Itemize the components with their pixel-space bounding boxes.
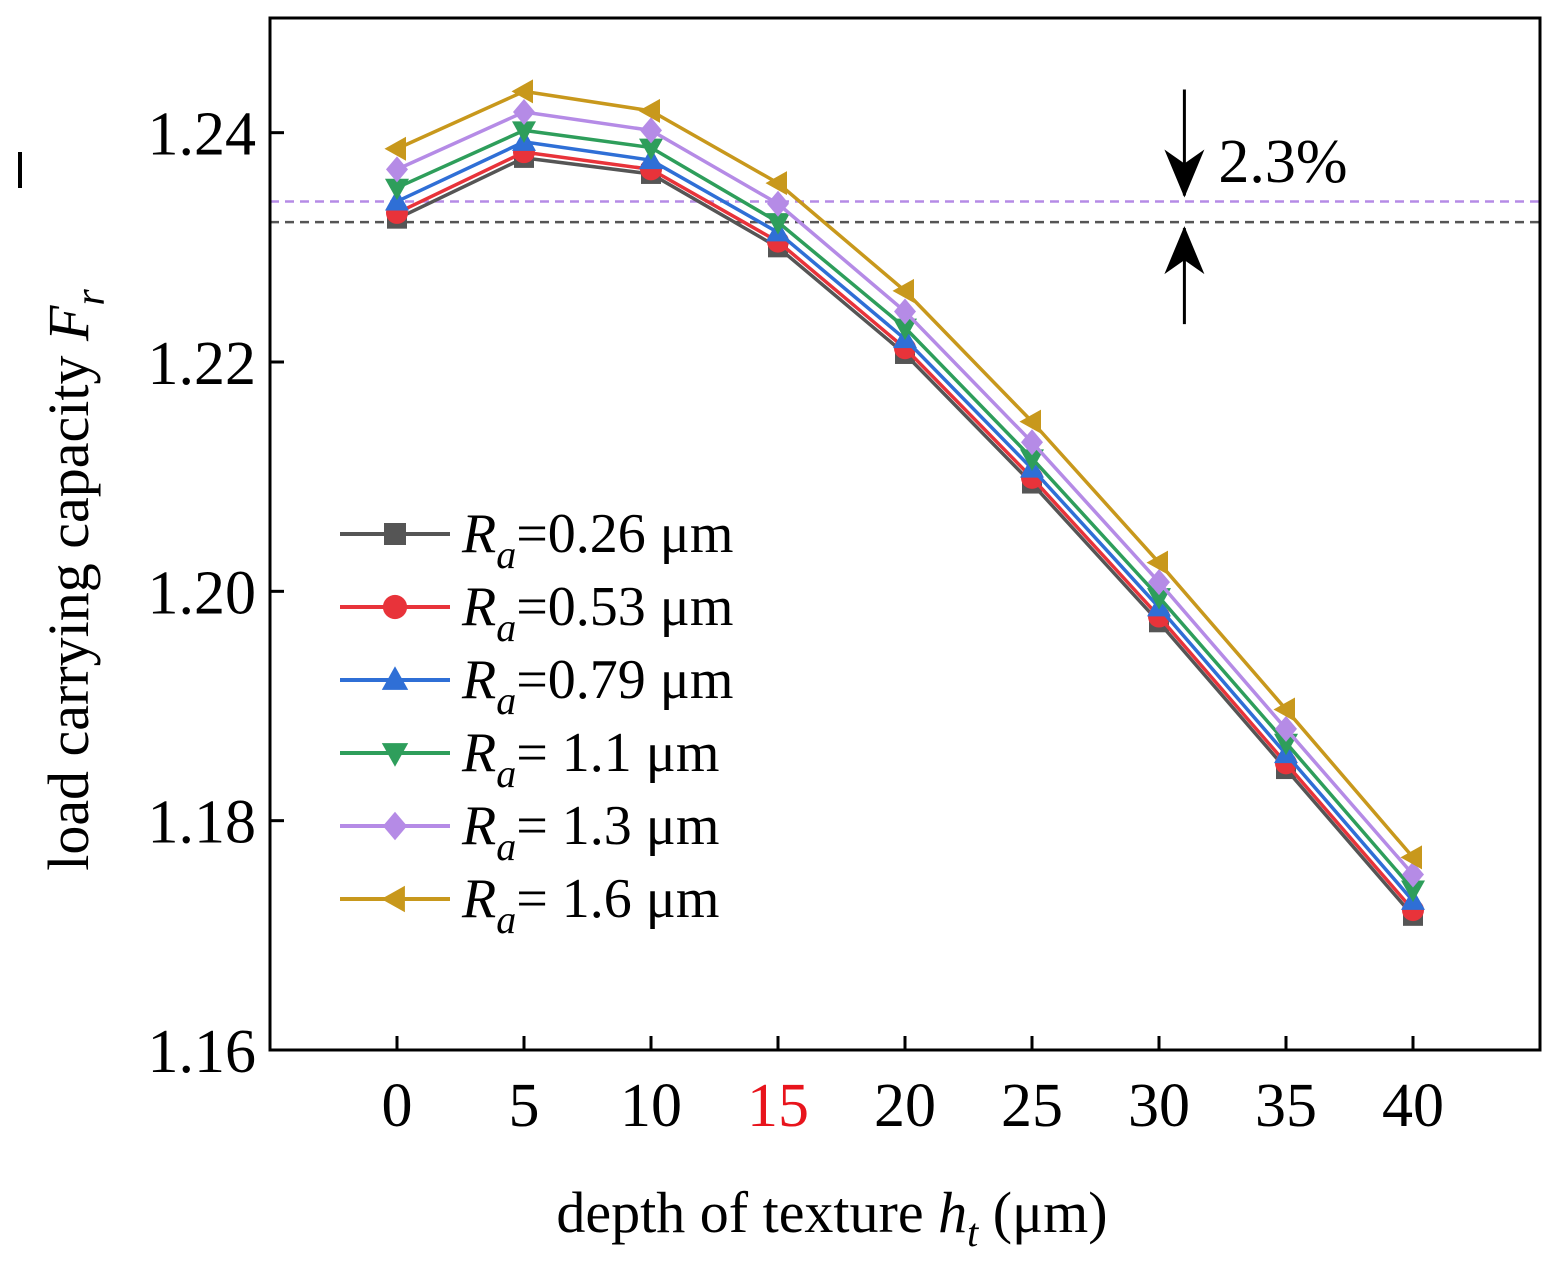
- legend-label: Ra=0.26 μm: [461, 503, 733, 577]
- legend-label: Ra= 1.6 μm: [461, 868, 719, 942]
- x-axis-label-sub: t: [967, 1210, 979, 1255]
- data-point: [1020, 449, 1044, 471]
- data-point: [513, 99, 535, 126]
- data-point: [893, 318, 917, 341]
- series-5: [386, 99, 1424, 888]
- x-tick-label: 5: [509, 1072, 540, 1140]
- legend-item: Ra= 1.1 μm: [340, 722, 719, 796]
- y-axis-label: load carrying capacity Fr: [36, 289, 114, 871]
- annotation-arrowhead-bottom: [1164, 226, 1205, 275]
- x-axis: 0 5 10 15 20 25 30 35 40: [382, 1036, 1444, 1140]
- data-point: [892, 278, 914, 303]
- data-point: [511, 79, 533, 104]
- series-4: [385, 121, 1425, 902]
- y-tick-label: 1.16: [148, 1018, 257, 1086]
- data-point: [765, 171, 787, 196]
- data-point: [894, 298, 916, 325]
- legend-item: Ra=0.26 μm: [340, 503, 733, 577]
- data-point: [1402, 861, 1424, 888]
- y-axis: 1.16 1.18 1.20 1.22 1.24: [148, 101, 284, 1086]
- x-tick-label: 25: [1001, 1072, 1063, 1140]
- data-point: [638, 98, 660, 123]
- data-point: [766, 213, 790, 235]
- data-point: [1273, 697, 1295, 722]
- data-point: [1146, 550, 1168, 575]
- data-point: [1019, 409, 1041, 434]
- y-tick-label: 1.22: [148, 330, 257, 398]
- legend-label: Ra= 1.1 μm: [461, 722, 719, 796]
- legend-item: Ra=0.79 μm: [340, 649, 733, 723]
- x-tick-label: 35: [1255, 1072, 1317, 1140]
- data-point: [1401, 880, 1425, 902]
- legend-swatch-marker: [381, 743, 409, 767]
- legend-item: Ra=0.53 μm: [340, 576, 733, 650]
- data-point: [639, 138, 663, 161]
- svg-text:load carrying capacity Fr: load carrying capacity Fr: [36, 289, 114, 871]
- series-6: [384, 79, 1422, 870]
- data-point: [767, 190, 789, 217]
- data-point: [1148, 569, 1170, 596]
- reference-lines: [270, 200, 1540, 224]
- x-axis-label-text: depth of texture: [556, 1180, 938, 1245]
- x-axis-label-var: h: [938, 1180, 967, 1245]
- legend-label: Ra= 1.3 μm: [461, 795, 719, 869]
- data-point: [1147, 588, 1171, 610]
- data-point: [384, 136, 406, 161]
- legend-label: Ra=0.79 μm: [461, 649, 733, 723]
- data-point: [1274, 733, 1298, 756]
- y-axis-label-sub: r: [68, 289, 114, 306]
- data-point: [1275, 715, 1297, 742]
- x-tick-label: 0: [382, 1072, 413, 1140]
- legend-swatch-marker: [384, 523, 406, 545]
- annotation-label: 2.3%: [1218, 128, 1347, 196]
- legend-item: Ra= 1.3 μm: [340, 795, 719, 869]
- x-tick-label: 20: [874, 1072, 936, 1140]
- x-tick-label: 15: [747, 1072, 809, 1140]
- legend-item: Ra= 1.6 μm: [340, 868, 719, 942]
- x-tick-label: 40: [1382, 1072, 1444, 1140]
- legend-label: Ra=0.53 μm: [461, 576, 733, 650]
- legend-swatch-marker: [382, 594, 408, 620]
- legend-swatch-marker: [382, 811, 408, 841]
- data-point: [1400, 845, 1422, 870]
- data-point: [640, 117, 662, 144]
- data-point: [386, 156, 408, 183]
- y-tick-label: 1.18: [148, 789, 257, 857]
- y-axis-label-var: F: [36, 305, 101, 342]
- data-point: [385, 178, 409, 201]
- data-point: [1021, 429, 1043, 456]
- data-point: [512, 121, 536, 143]
- y-tick-label: 1.24: [148, 101, 257, 169]
- legend-swatch-marker: [381, 885, 405, 913]
- x-axis-label-unit: (μm): [978, 1180, 1107, 1245]
- x-axis-label: depth of texture ht (μm): [556, 1180, 1107, 1255]
- x-tick-label: 30: [1128, 1072, 1190, 1140]
- series-layer: [384, 79, 1425, 926]
- y-tick-label: 1.20: [148, 559, 257, 627]
- annotation-arrowhead-top: [1164, 149, 1205, 198]
- x-tick-label: 10: [620, 1072, 682, 1140]
- annotation-2-3-percent: 2.3%: [1164, 89, 1348, 325]
- legend-swatch-marker: [381, 666, 409, 690]
- y-axis-label-text: load carrying capacity: [36, 341, 101, 871]
